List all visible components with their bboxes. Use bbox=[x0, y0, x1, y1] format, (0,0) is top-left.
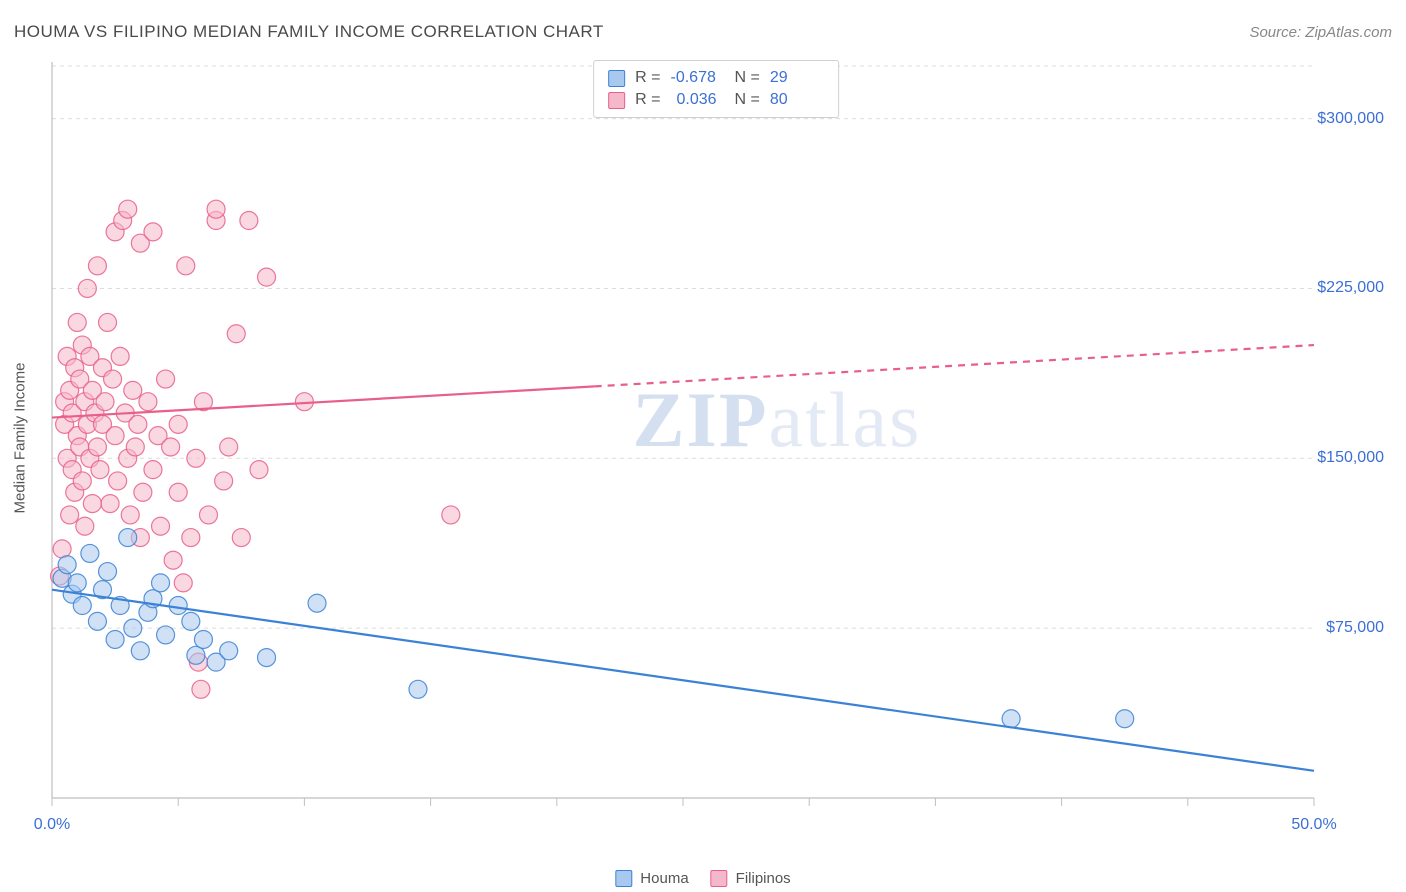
x-tick-label: 0.0% bbox=[34, 816, 70, 834]
houma-swatch bbox=[608, 70, 625, 87]
chart-header: HOUMA VS FILIPINO MEDIAN FAMILY INCOME C… bbox=[14, 22, 1392, 42]
stats-row-houma: R = -0.678 N = 29 bbox=[608, 67, 824, 89]
y-axis-label: Median Family Income bbox=[12, 363, 29, 514]
chart-area: Median Family Income $75,000$150,000$225… bbox=[48, 58, 1384, 818]
chart-title: HOUMA VS FILIPINO MEDIAN FAMILY INCOME C… bbox=[14, 22, 604, 42]
houma-n-value: 29 bbox=[770, 69, 824, 87]
stats-legend-box: R = -0.678 N = 29 R = 0.036 N = 80 bbox=[593, 60, 839, 118]
source-attribution: Source: ZipAtlas.com bbox=[1249, 24, 1392, 41]
x-tick-label: 50.0% bbox=[1291, 816, 1336, 834]
legend-label: Houma bbox=[640, 870, 688, 887]
legend-entry: Houma bbox=[615, 870, 688, 887]
y-tick-label: $225,000 bbox=[1317, 279, 1384, 297]
y-tick-label: $150,000 bbox=[1317, 449, 1384, 467]
filipinos-n-value: 80 bbox=[770, 91, 824, 109]
y-tick-label: $75,000 bbox=[1326, 619, 1384, 637]
legend-entry: Filipinos bbox=[711, 870, 791, 887]
legend-swatch bbox=[711, 870, 728, 887]
filipinos-r-value: 0.036 bbox=[671, 91, 725, 109]
filipinos-swatch bbox=[608, 92, 625, 109]
bottom-series-legend: Houma Filipinos bbox=[615, 870, 790, 887]
legend-swatch bbox=[615, 870, 632, 887]
houma-r-value: -0.678 bbox=[671, 69, 725, 87]
scatter-plot bbox=[48, 58, 1384, 818]
y-tick-label: $300,000 bbox=[1317, 110, 1384, 128]
legend-label: Filipinos bbox=[736, 870, 791, 887]
stats-row-filipinos: R = 0.036 N = 80 bbox=[608, 89, 824, 111]
